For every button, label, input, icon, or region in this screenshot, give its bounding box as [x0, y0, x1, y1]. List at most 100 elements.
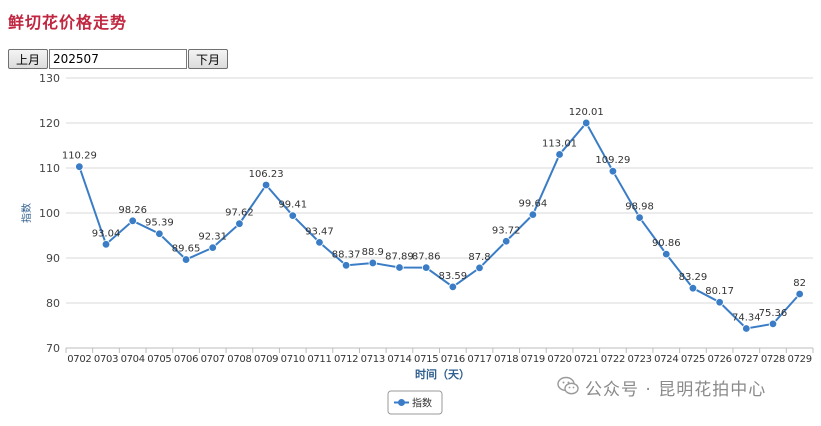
data-point: [208, 243, 217, 252]
y-tick-label: 130: [39, 72, 60, 85]
y-tick-label: 70: [46, 342, 60, 355]
month-input[interactable]: [49, 49, 188, 69]
data-label: 82: [793, 278, 806, 289]
prev-month-button[interactable]: 上月: [8, 49, 49, 69]
x-tick-label: 0708: [227, 354, 251, 365]
data-point: [635, 213, 644, 222]
legend-marker: [398, 399, 405, 406]
data-label: 83.29: [679, 272, 708, 283]
x-tick-label: 0716: [441, 354, 465, 365]
data-point: [235, 219, 244, 228]
legend-label: 指数: [412, 397, 432, 410]
data-label: 99.64: [519, 199, 548, 210]
data-label: 87.8: [468, 252, 490, 263]
data-point: [582, 118, 591, 128]
legend-box: [387, 390, 443, 415]
data-point: [528, 210, 538, 219]
y-tick-label: 90: [46, 252, 60, 265]
data-point: [155, 229, 164, 238]
page-title: 鲜切花价格走势: [8, 13, 128, 32]
data-label: 93.04: [92, 228, 121, 239]
x-tick-label: 0726: [708, 354, 732, 365]
data-point: [768, 319, 778, 329]
data-point: [261, 180, 271, 190]
data-point: [555, 150, 564, 159]
x-tick-label: 0705: [147, 354, 171, 365]
wechat-icon: [557, 376, 579, 395]
month-toolbar: 上月 下月: [8, 49, 229, 69]
data-label: 106.23: [249, 169, 284, 180]
data-label: 98.26: [118, 205, 147, 216]
data-label: 87.89: [385, 251, 414, 262]
data-label: 89.65: [172, 244, 201, 255]
data-label: 80.17: [705, 286, 734, 297]
x-tick-label: 0710: [281, 354, 305, 365]
x-tick-label: 0715: [414, 354, 438, 365]
x-tick-label: 0717: [467, 354, 491, 365]
data-point: [608, 166, 618, 176]
x-tick-label: 0711: [307, 354, 331, 365]
data-label: 74.34: [732, 312, 761, 323]
y-tick-label: 80: [46, 297, 60, 310]
data-point: [715, 298, 724, 307]
x-tick-label: 0712: [334, 354, 358, 365]
data-label: 120.01: [569, 107, 604, 118]
x-tick-label: 0729: [788, 354, 812, 365]
data-point: [475, 263, 484, 273]
data-point: [101, 240, 111, 249]
data-point: [795, 289, 804, 299]
data-point: [395, 263, 404, 272]
x-tick-label: 0709: [254, 354, 278, 365]
data-label: 109.29: [595, 155, 630, 166]
data-point: [662, 249, 671, 259]
data-point: [341, 261, 351, 270]
data-label: 93.72: [492, 225, 521, 236]
x-tick-label: 0707: [201, 354, 225, 365]
data-point: [315, 238, 324, 247]
x-tick-label: 0727: [734, 354, 758, 365]
data-label: 97.62: [225, 208, 254, 219]
x-tick-label: 0703: [94, 354, 118, 365]
x-tick-label: 0723: [627, 354, 651, 365]
x-tick-label: 0721: [574, 354, 598, 365]
x-tick-label: 0713: [361, 354, 385, 365]
data-label: 75.36: [759, 308, 788, 319]
data-point: [448, 282, 458, 292]
x-tick-label: 0706: [174, 354, 198, 365]
data-label: 90.86: [652, 238, 681, 249]
data-label: 113.01: [542, 138, 577, 149]
y-tick-label: 120: [39, 117, 60, 130]
data-point: [368, 258, 378, 268]
data-label: 83.59: [439, 271, 468, 282]
x-tick-label: 0724: [654, 354, 678, 365]
x-tick-label: 0718: [494, 354, 518, 365]
data-point: [181, 255, 191, 264]
data-label: 95.39: [145, 218, 174, 229]
data-point: [288, 211, 297, 220]
x-tick-label: 0728: [761, 354, 785, 365]
data-point: [421, 263, 431, 272]
data-label: 88.9: [362, 247, 384, 258]
next-month-button[interactable]: 下月: [188, 49, 229, 69]
data-point: [501, 237, 511, 246]
y-tick-label: 110: [39, 162, 60, 175]
x-tick-label: 0704: [121, 354, 145, 365]
data-label: 92.31: [198, 232, 227, 243]
data-label: 87.86: [412, 252, 441, 263]
y-axis-title: 指数: [20, 203, 33, 223]
data-label: 110.29: [62, 151, 97, 162]
data-point: [75, 162, 84, 171]
x-tick-label: 0722: [601, 354, 625, 365]
legend: 指数: [387, 390, 443, 415]
watermark-text: 公众号 · 昆明花拍中心: [585, 380, 767, 400]
data-point: [688, 283, 698, 293]
x-axis-title: 时间（天）: [415, 367, 470, 381]
data-point: [742, 324, 751, 333]
x-tick-label: 0714: [387, 354, 411, 365]
series-line: [78, 121, 801, 330]
x-tick-label: 0725: [681, 354, 705, 365]
x-tick-label: 0719: [521, 354, 545, 365]
y-tick-label: 100: [39, 207, 60, 220]
x-tick-label: 0720: [547, 354, 571, 365]
